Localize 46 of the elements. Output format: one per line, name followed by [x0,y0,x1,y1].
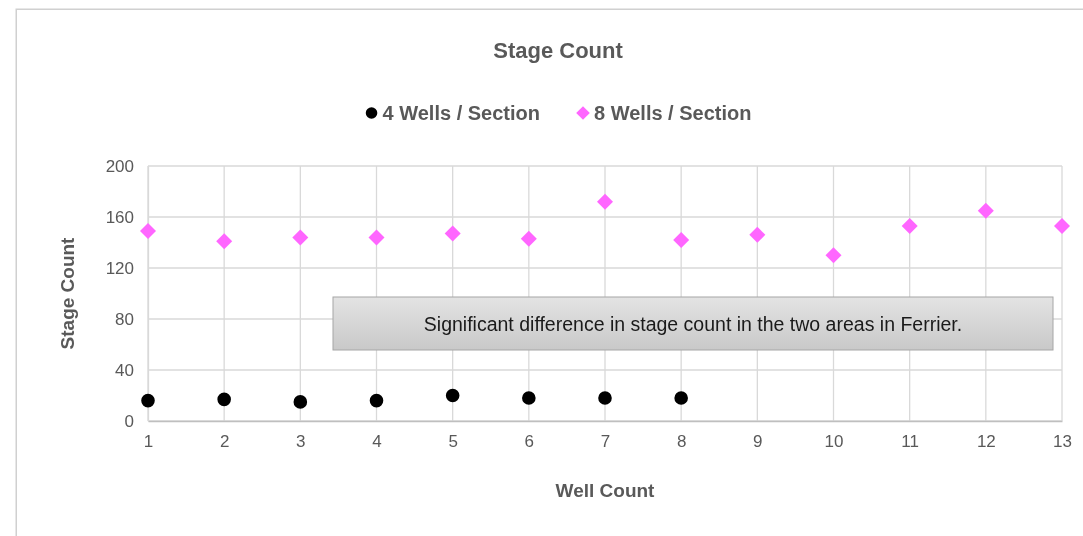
y-tick-label: 200 [105,156,134,176]
point [216,233,233,250]
point [293,395,308,409]
point [977,202,994,219]
point [522,391,536,405]
x-tick-label: 8 [676,432,687,452]
point [598,391,612,405]
y-tick-label: 160 [105,207,134,227]
point [369,393,384,408]
point [292,229,309,246]
point [1054,217,1070,234]
x-tick-label: 9 [753,432,763,452]
point [674,391,688,405]
chart-title: Stage Count [493,38,624,63]
x-tick-label: 5 [448,432,458,452]
y-axis-title: Stage Count [57,236,78,350]
y-tick-label: 80 [115,309,134,329]
x-tick-label: 4 [372,432,382,452]
point [520,230,537,247]
legend-label: 8 Wells / Section [594,102,752,124]
x-tick-label: 11 [901,432,919,452]
point [825,247,842,264]
x-tick-label: 2 [219,432,230,452]
point [673,231,690,248]
point [749,226,766,243]
x-tick-label: 10 [824,432,844,452]
x-tick-label: 6 [524,432,535,452]
point [217,392,231,407]
point [140,223,156,240]
point [141,393,155,408]
point [368,229,385,246]
point [597,193,613,210]
x-tick-label: 3 [296,432,306,452]
point [901,217,918,234]
x-tick-label: 12 [976,432,996,452]
x-tick-label: 13 [1053,432,1072,452]
annotation: Significant difference in stage count in the two areas in Ferrier. [423,312,963,335]
y-tick-label: 40 [115,360,134,380]
y-tick-label: 120 [105,258,134,278]
x-tick-label: 1 [143,432,154,452]
y-tick-label: 0 [124,411,134,431]
x-tick-label: 7 [600,432,611,452]
legend-label: 4 Wells / Section [382,102,540,124]
point [445,388,460,403]
point [444,225,461,242]
x-axis-title: Well Count [555,480,656,501]
